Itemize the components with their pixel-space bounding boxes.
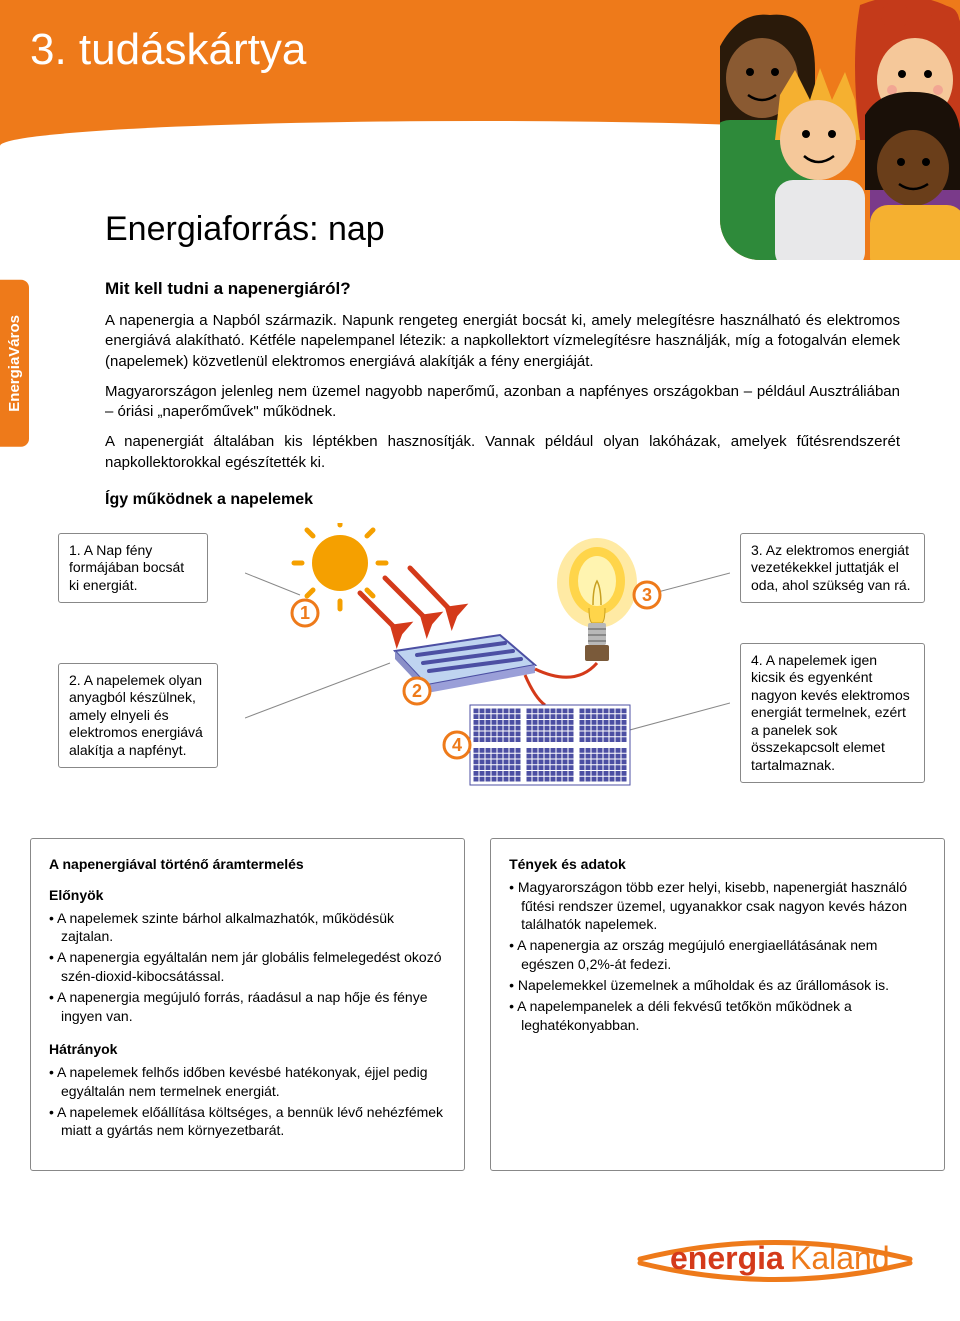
list-item: A napelempanelek a déli fekvésű tetőkön … [509,997,926,1035]
list-item: A napelemek szinte bárhol alkalmazhatók,… [49,909,446,947]
diagram-number-2: 2 [412,681,422,701]
diagram-number-1: 1 [300,603,310,623]
advantages-label: Előnyök [49,886,446,905]
wire-icon [535,663,597,677]
lightbulb-icon [557,538,637,661]
info-box-left: A napenergiával történő áramtermelés Elő… [30,838,465,1172]
info-box-right: Tények és adatok Magyarországon több eze… [490,838,945,1172]
disadvantages-label: Hátrányok [49,1040,446,1059]
info-left-title: A napenergiával történő áramtermelés [49,855,446,874]
solar-array-icon [470,705,630,785]
logo-part1: energia [670,1240,784,1276]
solar-diagram: 1. A Nap fény formájában bocsát ki energ… [30,523,945,813]
paragraph-3: A napenergiát általában kis léptékben ha… [105,432,900,473]
list-item: Napelemekkel üzemelnek a műholdak és az … [509,976,926,995]
list-item: A napelemek előállítása költséges, a ben… [49,1103,446,1141]
list-item: A napelemek felhős időben kevésbé hatéko… [49,1063,446,1101]
header-band: 3. tudáskártya [0,0,960,170]
paragraph-1: A napenergia a Napból származik. Napunk … [105,311,900,372]
logo-part2: Kaland [790,1240,890,1276]
diagram-number-3: 3 [642,585,652,605]
sun-icon [294,523,386,609]
callout-2: 2. A napelemek olyan anyagból készülnek,… [58,663,218,769]
list-item: A napenergia az ország megújuló energiae… [509,936,926,974]
main-content: Energiaforrás: nap Mit kell tudni a nape… [0,170,960,1191]
logo: energia Kaland [0,1191,960,1321]
disadvantages-list: A napelemek felhős időben kevésbé hatéko… [49,1063,446,1141]
callout-1: 1. A Nap fény formájában bocsát ki energ… [58,533,208,604]
list-item: A napenergia egyáltalán nem jár globális… [49,948,446,986]
callout-3: 3. Az elektromos energiát vezetékekkel j… [740,533,925,604]
side-tab: EnergiaVáros [0,280,29,447]
advantages-list: A napelemek szinte bárhol alkalmazhatók,… [49,909,446,1026]
paragraph-2: Magyarországon jelenleg nem üzemel nagyo… [105,382,900,423]
how-heading: Így működnek a napelemek [105,491,900,509]
diagram-svg: 1 2 3 4 [245,523,730,803]
info-columns: A napenergiával történő áramtermelés Elő… [30,838,945,1172]
list-item: A napenergia megújuló forrás, ráadásul a… [49,988,446,1026]
diagram-number-4: 4 [452,735,462,755]
facts-list: Magyarországon több ezer helyi, kisebb, … [509,878,926,1035]
cartoon-characters [720,0,960,260]
list-item: Magyarországon több ezer helyi, kisebb, … [509,878,926,935]
info-right-title: Tények és adatok [509,855,926,874]
sub-heading: Mit kell tudni a napenergiáról? [105,279,900,299]
callout-4: 4. A napelemek igen kicsik és egyenként … [740,643,925,784]
ray-arrows-icon [360,568,462,641]
